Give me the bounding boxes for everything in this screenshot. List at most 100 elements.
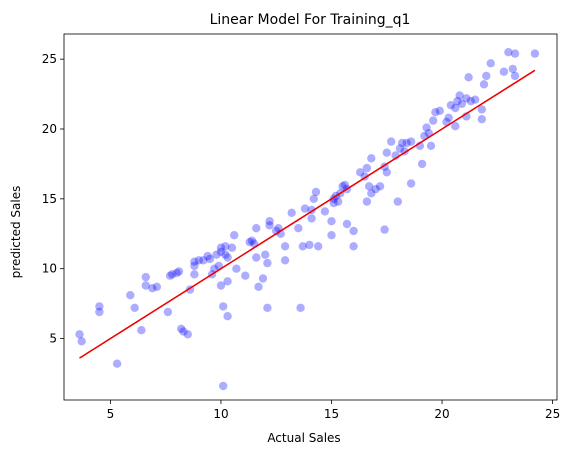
data-point [165, 271, 175, 280]
data-point [510, 71, 520, 81]
data-point [190, 257, 199, 266]
data-point [294, 224, 303, 233]
data-point [130, 303, 139, 312]
data-point [216, 243, 226, 252]
data-point [510, 49, 520, 58]
y-tick-label: 10 [42, 262, 57, 276]
data-point [320, 207, 330, 216]
data-point [212, 250, 221, 259]
data-point [482, 71, 491, 81]
data-point [451, 122, 460, 131]
data-point [148, 284, 157, 293]
data-point [141, 272, 150, 282]
x-tick-label: 15 [324, 407, 339, 421]
data-point [477, 115, 486, 124]
data-point [137, 326, 146, 335]
data-point [406, 137, 416, 146]
data-point [75, 330, 84, 339]
data-point [462, 94, 471, 103]
x-tick-label: 5 [107, 407, 115, 421]
data-point [172, 268, 181, 278]
data-point [327, 231, 336, 240]
data-point [190, 270, 199, 279]
data-point [205, 254, 215, 264]
data-point [219, 381, 228, 391]
data-point [367, 154, 376, 163]
data-point [455, 91, 464, 100]
plot-frame [63, 33, 558, 401]
data-point [504, 48, 513, 57]
data-point [382, 168, 391, 177]
data-point [393, 197, 402, 206]
data-point [305, 240, 314, 250]
data-point [168, 270, 177, 279]
fit-line [79, 69, 536, 359]
data-point [252, 224, 261, 233]
data-point [263, 258, 272, 268]
data-point [194, 256, 204, 265]
data-point [163, 307, 173, 317]
data-point [356, 168, 365, 177]
data-point [219, 302, 228, 311]
data-point [406, 179, 416, 188]
y-axis: 5 10 15 20 25 [42, 52, 64, 346]
data-point [314, 242, 323, 251]
data-point [112, 359, 122, 368]
data-point [232, 264, 241, 273]
data-point [223, 253, 232, 262]
data-point [340, 180, 349, 190]
data-point [216, 281, 226, 290]
data-point [152, 282, 162, 291]
data-point [464, 73, 473, 82]
y-tick-label: 5 [49, 332, 57, 346]
data-point [223, 312, 232, 321]
data-point [199, 256, 208, 265]
data-point [280, 256, 290, 265]
data-point [141, 281, 150, 290]
data-point [216, 247, 226, 257]
data-point [371, 184, 380, 194]
data-point [177, 324, 186, 333]
data-point [223, 277, 232, 286]
y-tick-label: 25 [42, 52, 57, 66]
data-point [179, 327, 188, 336]
data-point [387, 137, 396, 146]
data-point [300, 204, 310, 213]
data-point [307, 214, 316, 223]
data-point [333, 197, 343, 206]
data-point [431, 108, 440, 117]
data-point [417, 159, 427, 169]
data-point [382, 148, 391, 157]
data-point [247, 236, 257, 245]
data-point [446, 101, 456, 110]
data-point [203, 251, 212, 261]
data-point [508, 64, 517, 74]
data-point [349, 226, 358, 236]
data-point [362, 197, 372, 206]
data-point [174, 267, 184, 276]
data-point [287, 208, 296, 217]
data-point [364, 182, 374, 191]
data-point [230, 231, 239, 240]
data-point [479, 80, 489, 89]
x-tick-label: 20 [434, 407, 449, 421]
data-point [466, 96, 475, 106]
data-point [261, 250, 270, 259]
data-point [329, 198, 338, 208]
data-point [263, 303, 272, 312]
data-point [451, 103, 460, 113]
x-tick-label: 10 [213, 407, 228, 421]
data-point [126, 291, 135, 300]
data-point [338, 182, 347, 191]
x-axis: 5 10 15 20 25 [107, 400, 560, 421]
y-tick-label: 15 [42, 192, 57, 206]
data-point [252, 253, 261, 262]
x-tick-label: 25 [545, 407, 560, 421]
data-point [311, 187, 321, 197]
x-axis-label: Actual Sales [267, 431, 340, 445]
data-point [298, 242, 307, 251]
data-point [95, 302, 104, 311]
chart-title: Linear Model For Training_q1 [210, 12, 411, 28]
data-point [221, 250, 230, 259]
data-point [367, 189, 376, 198]
